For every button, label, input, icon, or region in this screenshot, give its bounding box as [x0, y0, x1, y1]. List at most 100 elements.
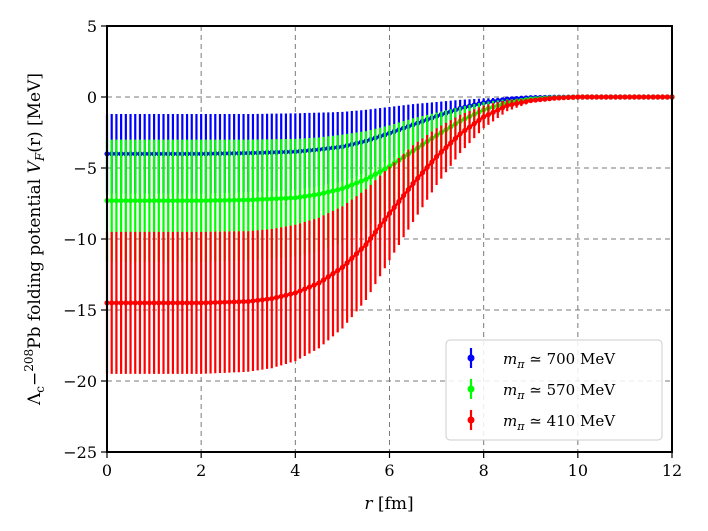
data-point — [142, 300, 148, 306]
data-point — [179, 300, 185, 306]
data-point — [292, 195, 298, 201]
data-point — [386, 210, 393, 217]
data-point — [146, 300, 152, 306]
data-point — [594, 94, 600, 100]
data-point — [226, 197, 233, 203]
data-point — [292, 290, 298, 296]
legend: mπ ≃ 700 MeV mπ ≃ 570 MeV mπ ≃ 410 MeV — [445, 339, 663, 441]
y-tick-label: −5 — [73, 159, 97, 178]
data-point — [353, 180, 360, 186]
data-layer — [104, 94, 675, 374]
data-point — [325, 189, 331, 195]
data-point — [109, 300, 115, 306]
legend-box — [445, 339, 663, 441]
data-point — [636, 94, 642, 100]
data-point — [655, 94, 661, 100]
data-point — [504, 102, 510, 109]
data-point — [551, 95, 557, 101]
data-point — [306, 284, 313, 290]
data-point — [316, 280, 322, 286]
data-point — [344, 260, 350, 266]
data-point — [302, 193, 308, 199]
data-point — [170, 300, 176, 306]
data-point — [193, 300, 200, 306]
data-point — [349, 255, 355, 261]
data-point — [330, 271, 336, 277]
data-point — [556, 95, 562, 101]
data-point — [118, 300, 124, 306]
data-point — [283, 195, 289, 201]
data-point — [302, 286, 308, 292]
data-point — [466, 124, 473, 130]
data-point — [382, 166, 388, 172]
data-point — [368, 235, 374, 242]
data-point — [123, 300, 129, 306]
data-point — [476, 117, 482, 123]
data-point — [160, 198, 167, 204]
data-point — [288, 195, 294, 201]
data-point — [250, 197, 256, 203]
data-point — [335, 187, 341, 193]
x-tick-label: 4 — [290, 461, 300, 480]
legend-label: mπ ≃ 570 MeV — [503, 381, 616, 402]
data-point — [109, 198, 115, 204]
data-point — [631, 94, 637, 100]
legend-swatch-marker — [467, 416, 475, 424]
data-point — [645, 94, 652, 100]
y-axis-label: Λc−208Pb folding potential VF(r) [MeV] — [22, 73, 47, 406]
y-tick-label: 5 — [87, 17, 97, 36]
data-point — [306, 193, 313, 199]
axis-ticks: 0 2 4 6 8 10 12 5 0 −5 −10 −15 −20 −25 — [63, 17, 682, 480]
data-point — [523, 98, 529, 105]
data-point — [589, 94, 595, 100]
data-point — [311, 282, 317, 288]
data-point — [396, 198, 402, 205]
data-point — [570, 94, 576, 100]
data-point — [542, 96, 548, 102]
x-tick-label: 6 — [384, 461, 394, 480]
data-point — [240, 197, 247, 203]
data-point — [372, 229, 378, 235]
data-point — [259, 297, 265, 303]
data-point — [358, 178, 364, 184]
data-point — [198, 198, 204, 204]
data-point — [179, 198, 185, 204]
data-point — [457, 131, 463, 137]
data-point — [193, 198, 200, 204]
data-point — [561, 95, 567, 101]
data-point — [222, 299, 228, 305]
data-point — [424, 164, 430, 171]
data-point — [349, 182, 355, 188]
data-point — [448, 140, 454, 146]
data-point — [217, 197, 223, 203]
data-point — [255, 196, 261, 203]
data-point — [509, 101, 515, 108]
data-point — [433, 154, 440, 160]
legend-label: mπ ≃ 410 MeV — [503, 412, 616, 433]
data-point — [401, 192, 407, 199]
data-point — [363, 176, 369, 182]
legend-swatch-marker — [467, 354, 475, 362]
data-point — [603, 94, 609, 100]
data-point — [212, 197, 218, 204]
data-point — [495, 107, 501, 113]
data-point — [438, 149, 444, 155]
data-point — [650, 94, 656, 100]
data-point — [405, 186, 411, 193]
data-point — [283, 292, 289, 298]
y-tick-label: 0 — [87, 88, 97, 107]
data-point — [641, 94, 647, 100]
data-point — [316, 191, 322, 197]
data-point — [189, 198, 195, 204]
x-tick-label: 0 — [102, 461, 112, 480]
x-axis-label: r [fm] — [364, 494, 413, 514]
data-point — [156, 198, 162, 204]
data-point — [386, 163, 393, 170]
data-point — [339, 264, 346, 270]
legend-label: mπ ≃ 700 MeV — [503, 350, 616, 371]
data-point — [132, 300, 138, 306]
data-point — [612, 94, 619, 100]
x-tick-label: 8 — [479, 461, 489, 480]
data-point — [532, 97, 539, 103]
